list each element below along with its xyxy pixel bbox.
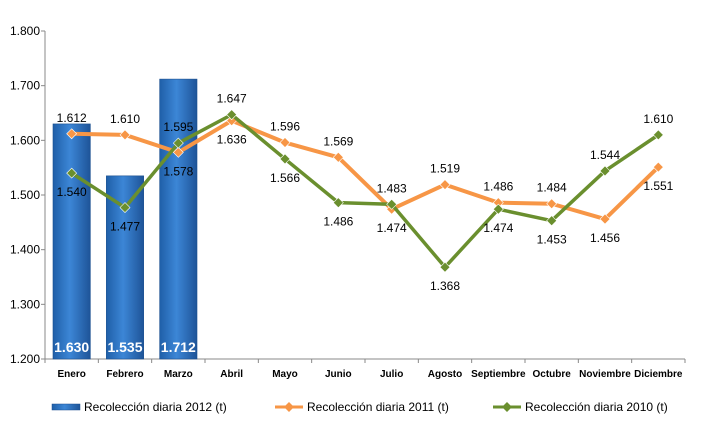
legend-marker: [284, 402, 294, 412]
point-marker: [652, 129, 664, 141]
data-label-2010: 1.566: [270, 171, 300, 185]
point-marker: [66, 167, 78, 179]
data-label-2010: 1.483: [377, 181, 407, 195]
point-marker: [599, 213, 611, 225]
data-label-2011: 1.636: [217, 133, 247, 147]
data-label-2011: 1.486: [483, 180, 513, 194]
y-tick-label: 1.600: [10, 133, 40, 147]
y-tick-label: 1.800: [10, 24, 40, 38]
data-label-2010: 1.453: [537, 233, 567, 247]
data-label-2010: 1.368: [430, 279, 460, 293]
x-tick-label: Octubre: [532, 369, 571, 380]
data-label-2011: 1.578: [163, 164, 193, 178]
data-label-2010: 1.610: [643, 112, 673, 126]
data-label-2011: 1.474: [377, 221, 407, 235]
bar-value-label: 1.630: [54, 339, 89, 355]
x-tick-label: Diciembre: [634, 369, 683, 380]
point-marker: [119, 129, 131, 141]
legend-label: Recolección diaria 2011 (t): [307, 400, 449, 414]
point-marker: [66, 128, 78, 140]
legend: Recolección diaria 2012 (t) Recolección d…: [51, 400, 668, 414]
x-tick-label: Abril: [220, 369, 243, 380]
data-label-2010: 1.544: [590, 148, 620, 162]
data-label-2011: 1.551: [643, 179, 673, 193]
data-label-2010: 1.474: [483, 221, 513, 235]
x-tick-label: Mayo: [272, 369, 298, 380]
x-tick-label: Noviembre: [579, 369, 631, 380]
point-marker: [386, 198, 398, 210]
data-label-2011: 1.569: [323, 134, 353, 148]
series-line: [70, 112, 660, 269]
legend-label: Recolección diaria 2010 (t): [525, 400, 668, 414]
point-marker: [119, 202, 131, 213]
data-label-2011: 1.610: [110, 112, 140, 126]
point-marker: [226, 109, 238, 121]
bar: [159, 78, 198, 360]
point-marker: [599, 165, 611, 177]
bar-value-label: 1.535: [107, 339, 142, 355]
data-label-2011: 1.612: [57, 111, 87, 125]
legend-swatch: [51, 403, 81, 411]
point-marker: [279, 137, 291, 148]
bar-value-label: 1.712: [161, 339, 196, 355]
x-tick-label: Septiembre: [471, 369, 526, 380]
x-tick-label: Febrero: [106, 369, 143, 380]
point-marker: [546, 215, 558, 227]
y-tick-label: 1.200: [10, 352, 40, 366]
x-tick-label: Julio: [380, 369, 403, 380]
data-label-2011: 1.484: [537, 181, 567, 195]
x-tick-label: Enero: [57, 369, 85, 380]
data-label-2010: 1.647: [217, 92, 247, 106]
y-tick-label: 1.400: [10, 243, 40, 257]
point-marker: [279, 153, 291, 165]
data-label-2011: 1.519: [430, 162, 460, 176]
data-label-2010: 1.595: [163, 120, 193, 134]
data-labels: 1.612 1.610 1.578 1.636 1.596 1.569 1.474 1.519…: [57, 92, 674, 294]
data-label-2010: 1.477: [110, 220, 140, 234]
point-marker: [332, 151, 344, 163]
point-marker: [172, 146, 184, 158]
line-series: [66, 109, 664, 273]
point-marker: [439, 261, 451, 273]
point-marker: [332, 197, 344, 209]
x-tick-label: Marzo: [164, 369, 193, 380]
y-tick-label: 1.500: [10, 188, 40, 202]
point-marker: [439, 179, 451, 191]
point-marker: [546, 198, 558, 210]
y-tick-label: 1.300: [10, 297, 40, 311]
legend-label: Recolección diaria 2012 (t): [84, 400, 227, 414]
series-line: [71, 118, 660, 222]
data-label-2011: 1.456: [590, 231, 620, 245]
data-label-2010: 1.486: [323, 215, 353, 229]
point-marker: [492, 203, 504, 215]
x-tick-label: Junio: [325, 369, 352, 380]
legend-marker: [502, 402, 512, 412]
y-tick-label: 1.700: [10, 79, 40, 93]
x-tick-label: Agosto: [428, 369, 462, 380]
data-label-2011: 1.596: [270, 120, 300, 134]
data-label-2010: 1.540: [57, 185, 87, 199]
bar: [52, 123, 91, 360]
axes: 1.200 1.300 1.400 1.500 1.600 1.700 1.800 Enero…: [10, 24, 686, 380]
point-marker: [652, 161, 664, 173]
point-marker: [172, 137, 184, 149]
